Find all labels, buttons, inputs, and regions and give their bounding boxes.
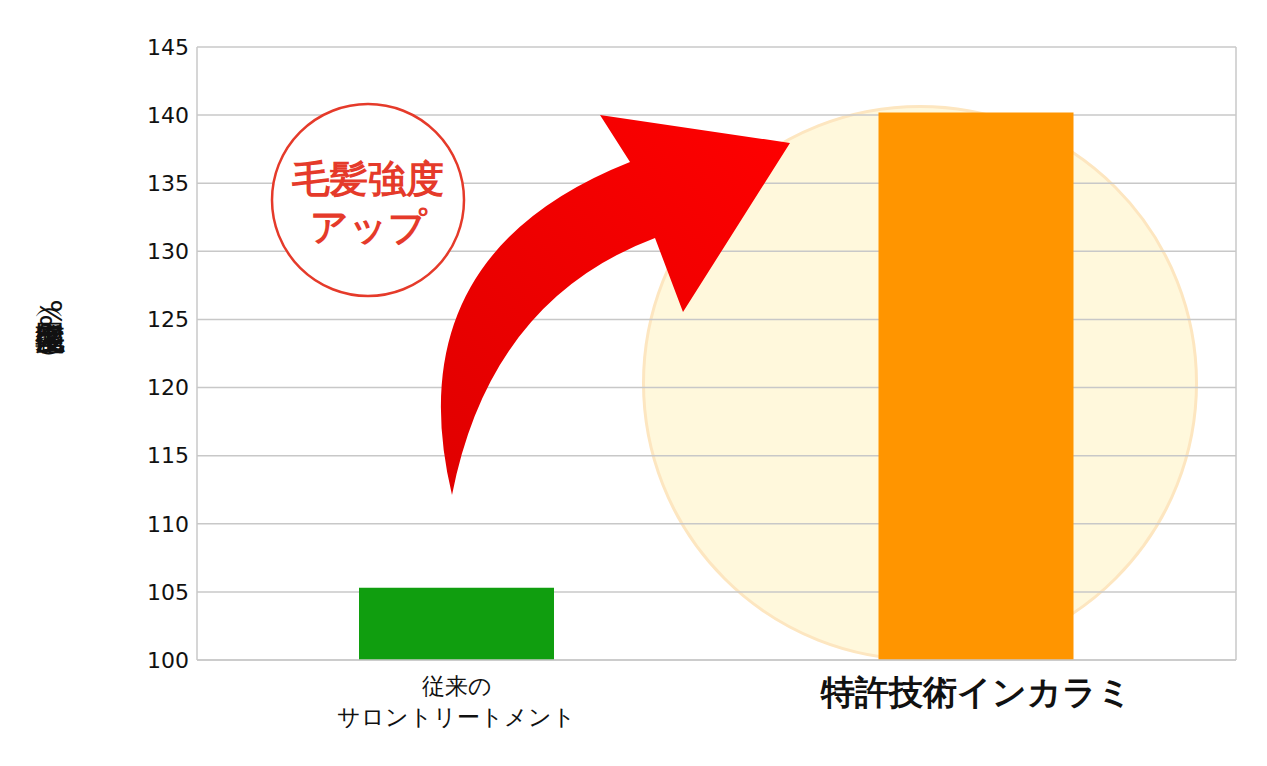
svg-text:毛髪強度アップ: 毛髪強度アップ [291,157,444,249]
svg-text:135: 135 [147,171,189,196]
svg-text:特許技術インカラミ: 特許技術インカラミ [820,672,1132,712]
svg-text:140: 140 [147,103,189,128]
svg-text:120: 120 [147,375,189,400]
svg-text:毛髪強度回復率（%）: 毛髪強度回復率（%） [33,299,68,355]
svg-text:130: 130 [147,239,189,264]
svg-text:125: 125 [147,307,189,332]
svg-text:145: 145 [147,35,189,60]
svg-text:従来のサロントリートメント: 従来のサロントリートメント [337,673,576,730]
svg-text:115: 115 [147,443,189,468]
svg-text:100: 100 [147,648,189,673]
svg-text:105: 105 [147,580,189,605]
svg-text:110: 110 [147,512,189,537]
